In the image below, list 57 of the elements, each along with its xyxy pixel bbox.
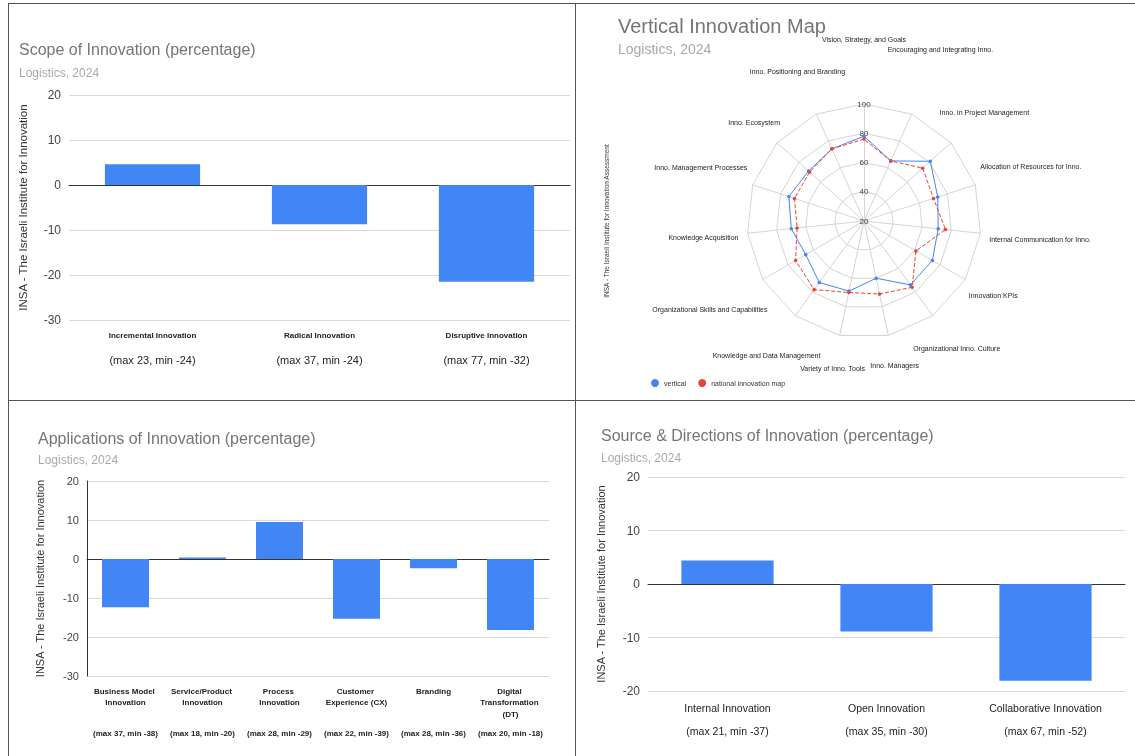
x-tick-label: Business Model Innovation — [93, 687, 158, 708]
y-axis-title: INSA - The Israeli Institute for Innovation — [17, 104, 29, 311]
y-tick-label: -20 — [63, 631, 79, 643]
x-tick-label: Collaborative Innovation — [989, 702, 1102, 715]
y-tick-label: 20 — [859, 216, 869, 226]
text: (max 23, min -24) — [109, 354, 196, 366]
x-tick-label: Radical Innovation — [283, 331, 356, 341]
y-tick-label: 80 — [859, 128, 869, 138]
x-tick-label: Process Innovation — [259, 687, 300, 708]
y-tick-label: -30 — [63, 670, 79, 682]
x-tick-label: Service/Product Innovation — [170, 687, 235, 708]
text: (max 21, min -37) — [686, 725, 769, 737]
x-tick-label: Internal Innovation — [684, 702, 771, 715]
text: (max 20, min -18) — [478, 728, 544, 738]
y-tick-label: 60 — [859, 158, 869, 167]
text: (max 28, min -36) — [401, 728, 467, 738]
y-tick-label: 0 — [633, 577, 641, 591]
y-tick-label: 20 — [626, 470, 641, 484]
text: (max 77, min -32) — [443, 354, 530, 366]
x-tick-label: Customer Experience (CX) — [325, 687, 388, 708]
text: (max 37, min -38) — [93, 728, 159, 738]
x-tick-label: Incremental Innovation — [108, 331, 197, 341]
y-tick-label: -10 — [622, 630, 641, 645]
y-axis-title: INSA - The Israeli Institute for Innovation — [594, 485, 607, 683]
text: (max 37, min -24) — [276, 354, 363, 366]
chart-subtitle: Logistics, 2024 — [38, 453, 119, 467]
chart-title: Vertical Innovation Map — [618, 15, 826, 37]
y-axis-title: INSA - The Israeli Institute for Innovation — [33, 479, 46, 678]
x-tick-label: Disruptive Innovation — [445, 331, 528, 341]
chart-title: Scope of Innovation (percentage) — [19, 40, 256, 58]
y-tick-label: 0 — [54, 178, 62, 192]
chart-subtitle: Logistics, 2024 — [601, 451, 682, 465]
text: (max 67, min -52) — [1004, 725, 1087, 737]
chart-subtitle: Logistics, 2024 — [618, 41, 712, 57]
y-tick-label: -10 — [63, 592, 79, 604]
chart-title: Applications of Innovation (percentage) — [38, 429, 316, 447]
text: (max 35, min -30) — [845, 725, 928, 737]
text: (max 28, min -29) — [247, 728, 313, 738]
y-tick-label: 20 — [66, 475, 79, 487]
y-tick-label: 10 — [66, 514, 79, 526]
x-tick-label: Digital Transformation (DT) — [480, 687, 541, 719]
chart-title: Source & Directions of Innovation (percentage) — [601, 426, 934, 444]
y-tick-label: -10 — [43, 223, 62, 237]
y-tick-label: -20 — [43, 268, 62, 282]
y-tick-label: -30 — [43, 313, 62, 327]
y-tick-label: 10 — [47, 133, 62, 147]
y-tick-label: 10 — [626, 523, 641, 538]
y-tick-label: 100 — [857, 99, 872, 109]
text: (max 22, min -39) — [324, 728, 390, 738]
x-tick-label: Branding — [415, 687, 452, 697]
y-tick-label: 0 — [72, 553, 79, 565]
chart-subtitle: Logistics, 2024 — [19, 66, 100, 80]
y-tick-label: 40 — [859, 187, 869, 197]
text: (max 18, min -20) — [170, 728, 236, 738]
x-tick-label: Open Innovation — [847, 702, 926, 715]
y-tick-label: -20 — [622, 684, 641, 698]
y-tick-label: 20 — [47, 88, 62, 102]
